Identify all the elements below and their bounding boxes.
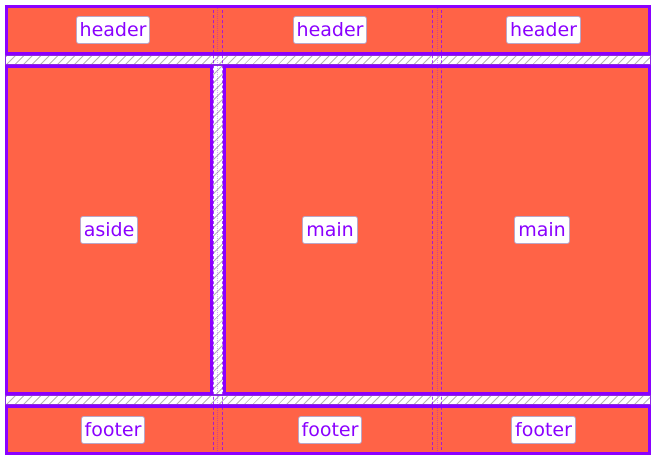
grid-line-4b xyxy=(437,5,438,455)
footer-label-3: footer xyxy=(511,416,576,444)
header-area: header header header xyxy=(5,5,651,55)
footer-label-2: footer xyxy=(297,416,363,444)
grid-line-2 xyxy=(213,5,214,455)
row-gap-2 xyxy=(5,395,651,405)
footer-area: footer footer footer xyxy=(5,405,651,455)
row-gap-1 xyxy=(5,55,651,65)
main-area: main main xyxy=(223,65,651,395)
header-label-2: header xyxy=(292,16,368,44)
grid-line-2b xyxy=(217,5,218,455)
header-label-1: header xyxy=(75,16,151,44)
aside-area: aside xyxy=(5,65,213,395)
grid-line-5 xyxy=(441,5,442,455)
grid-line-3 xyxy=(222,5,223,455)
footer-label-1: footer xyxy=(80,416,146,444)
grid-line-4 xyxy=(432,5,433,455)
header-label-3: header xyxy=(506,16,581,44)
main-label-1: main xyxy=(302,216,358,244)
main-label-2: main xyxy=(514,216,570,244)
aside-label: aside xyxy=(79,216,139,244)
